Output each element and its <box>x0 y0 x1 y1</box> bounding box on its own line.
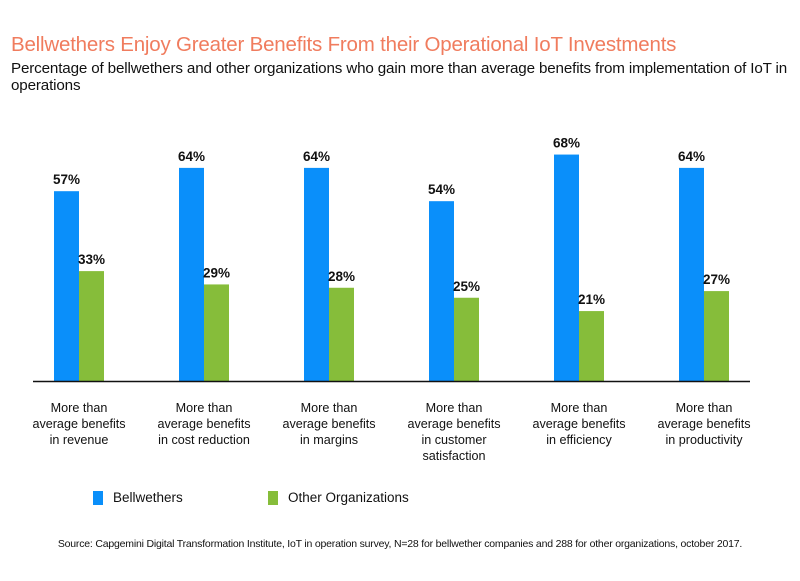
value-label-bellwethers-2: 64% <box>303 149 330 164</box>
source-note: Source: Capgemini Digital Transformation… <box>57 538 743 550</box>
bar-bellwethers-0 <box>54 191 79 381</box>
legend-swatch-other-organizations <box>268 490 278 505</box>
category-label-line: in revenue <box>50 433 109 447</box>
category-label-0: More than average benefits in revenue <box>32 401 125 447</box>
category-labels-group: More than average benefits in revenueMore … <box>32 401 750 463</box>
category-label-line: average benefits <box>407 417 500 431</box>
category-label-line: in efficiency <box>546 433 612 447</box>
category-label-line: average benefits <box>657 417 750 431</box>
category-label-4: More than average benefits in efficiency <box>532 401 625 447</box>
category-label-line: satisfaction <box>423 449 486 463</box>
value-label-bellwethers-4: 68% <box>553 136 580 151</box>
category-label-line: More than <box>51 401 108 415</box>
category-label-line: average benefits <box>32 417 125 431</box>
category-label-line: in cost reduction <box>158 433 250 447</box>
category-label-3: More than average benefits in customer sati… <box>407 401 500 463</box>
category-label-5: More than average benefits in productivity <box>657 401 750 447</box>
category-label-line: in margins <box>300 433 358 447</box>
bars-group <box>54 154 729 381</box>
bar-bellwethers-2 <box>304 167 329 381</box>
value-label-bellwethers-0: 57% <box>53 172 80 187</box>
category-label-line: More than <box>426 401 483 415</box>
category-label-line: average benefits <box>282 417 375 431</box>
bar-other-organizations-2 <box>329 287 354 381</box>
bar-other-organizations-3 <box>454 297 479 381</box>
value-label-other-organizations-4: 21% <box>578 292 605 307</box>
category-label-line: in productivity <box>666 433 744 447</box>
value-label-bellwethers-5: 64% <box>678 149 705 164</box>
bar-bellwethers-4 <box>554 154 579 381</box>
bar-other-organizations-4 <box>579 311 604 381</box>
legend-label-other-organizations: Other Organizations <box>288 490 409 505</box>
bar-bellwethers-3 <box>429 201 454 381</box>
value-label-other-organizations-1: 29% <box>203 265 230 280</box>
bar-bellwethers-1 <box>179 167 204 381</box>
category-label-line: average benefits <box>157 417 250 431</box>
category-label-line: More than <box>676 401 733 415</box>
category-label-line: average benefits <box>532 417 625 431</box>
category-label-line: More than <box>551 401 608 415</box>
chart-title: Bellwethers Enjoy Greater Benefits From … <box>11 33 677 56</box>
legend-item-bellwethers: Bellwethers <box>93 490 183 505</box>
category-label-2: More than average benefits in margins <box>282 401 375 447</box>
value-label-other-organizations-2: 28% <box>328 269 355 284</box>
value-labels-group: 57% 33% 64% 29% 64% 28% 54% 25% 68% 21% 64% 27% <box>53 136 730 308</box>
value-label-bellwethers-1: 64% <box>178 149 205 164</box>
chart-subtitle: Percentage of bellwethers and other orga… <box>11 60 788 94</box>
bar-chart: 57% 33% 64% 29% 64% 28% 54% 25% 68% 21% 64% 27% Mor… <box>32 136 750 463</box>
category-label-line: More than <box>301 401 358 415</box>
legend-swatch-bellwethers <box>93 490 103 505</box>
category-label-line: More than <box>176 401 233 415</box>
bar-bellwethers-5 <box>679 167 704 381</box>
bar-other-organizations-1 <box>204 284 229 381</box>
legend-item-other-organizations: Other Organizations <box>268 490 409 505</box>
value-label-other-organizations-0: 33% <box>78 252 105 267</box>
value-label-bellwethers-3: 54% <box>428 182 455 197</box>
bar-other-organizations-5 <box>704 291 729 381</box>
legend-label-bellwethers: Bellwethers <box>113 490 183 505</box>
value-label-other-organizations-5: 27% <box>703 272 730 287</box>
category-label-1: More than average benefits in cost reducti… <box>157 401 250 447</box>
value-label-other-organizations-3: 25% <box>453 279 480 294</box>
bar-other-organizations-0 <box>79 271 104 381</box>
category-label-line: in customer <box>421 433 486 447</box>
